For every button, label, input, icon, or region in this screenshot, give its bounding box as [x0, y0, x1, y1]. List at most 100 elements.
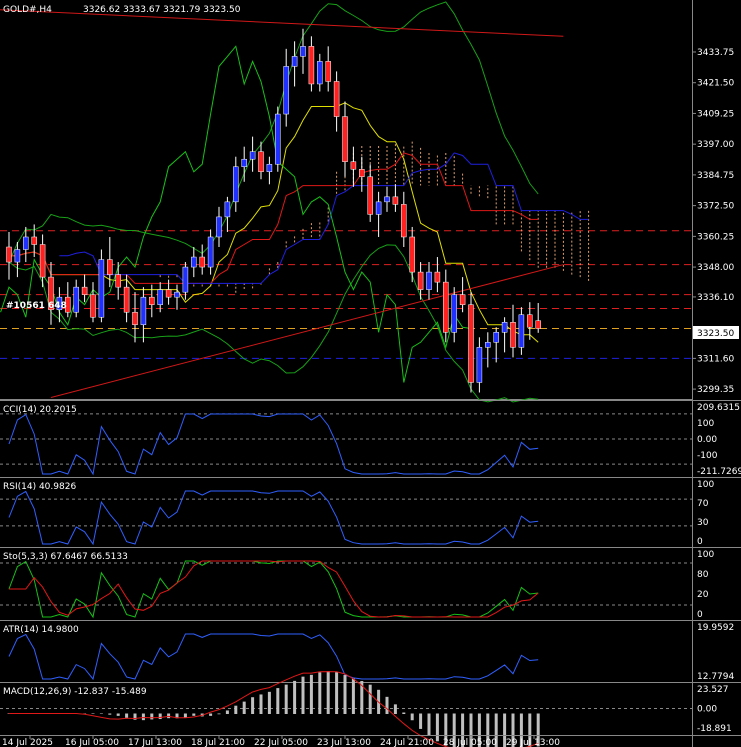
candle[interactable]	[317, 53, 323, 92]
candle[interactable]	[31, 224, 37, 258]
current-price-tag	[693, 326, 739, 339]
candle[interactable]	[350, 146, 357, 187]
candle[interactable]	[115, 262, 121, 300]
ichimoku-cloud	[159, 141, 590, 293]
macd-bar	[158, 713, 162, 720]
candle[interactable]	[308, 36, 315, 92]
candle[interactable]	[182, 262, 189, 300]
macd-bar	[402, 712, 406, 714]
candle[interactable]	[409, 226, 415, 283]
candle[interactable]	[157, 282, 163, 313]
candle[interactable]	[258, 141, 264, 180]
macd-bar	[293, 680, 297, 714]
macd-bar	[351, 678, 355, 714]
candle[interactable]	[132, 292, 138, 343]
candle[interactable]	[39, 234, 46, 288]
trendlines	[0, 6, 564, 398]
candle[interactable]	[426, 262, 432, 300]
candle[interactable]	[14, 241, 21, 278]
candle[interactable]	[291, 41, 298, 87]
time-label: 14 Jul 2025	[2, 738, 53, 747]
candle[interactable]	[123, 274, 130, 323]
candle[interactable]	[165, 279, 172, 305]
candle[interactable]	[107, 236, 113, 288]
horizontal-levels	[0, 230, 692, 359]
candle[interactable]	[510, 304, 516, 358]
candle[interactable]	[451, 287, 457, 343]
rsi-tick: 70	[697, 499, 709, 509]
candle[interactable]	[48, 262, 54, 325]
candle[interactable]	[434, 257, 441, 293]
candle[interactable]	[149, 284, 155, 318]
time-label: 24 Jul 21:00	[380, 738, 434, 747]
candle[interactable]	[283, 48, 289, 127]
candle[interactable]	[300, 28, 306, 74]
candle[interactable]	[199, 244, 205, 275]
candle[interactable]	[384, 186, 390, 212]
candle[interactable]	[468, 292, 474, 393]
candle[interactable]	[241, 146, 247, 182]
candle[interactable]	[275, 106, 281, 172]
candle[interactable]	[216, 206, 222, 248]
candle[interactable]	[249, 136, 256, 172]
candle[interactable]	[527, 302, 533, 340]
candle[interactable]	[359, 156, 365, 192]
candle[interactable]	[140, 287, 147, 343]
candle[interactable]	[233, 156, 239, 212]
candle[interactable]	[476, 337, 483, 393]
candle[interactable]	[485, 332, 491, 368]
candle[interactable]	[501, 317, 508, 353]
rsi-label: RSI(14) 40.9826	[3, 482, 76, 492]
candle[interactable]	[443, 269, 449, 343]
candle[interactable]	[191, 247, 197, 278]
macd-bar	[477, 713, 481, 747]
time-label: 22 Jul 05:00	[254, 738, 308, 747]
candle[interactable]	[174, 284, 180, 310]
candle[interactable]	[417, 262, 424, 300]
candle[interactable]	[65, 282, 71, 318]
candle[interactable]	[6, 231, 12, 280]
candle[interactable]	[98, 249, 105, 323]
macd-bar	[99, 713, 103, 714]
candle[interactable]	[81, 274, 88, 303]
candle[interactable]	[535, 303, 541, 333]
candle[interactable]	[333, 71, 340, 132]
candle[interactable]	[459, 277, 466, 313]
candle[interactable]	[325, 46, 331, 92]
time-label: 18 Jul 21:00	[191, 738, 245, 747]
candle[interactable]	[342, 101, 348, 177]
macd-bar	[116, 713, 120, 716]
macd-bar	[528, 713, 532, 747]
macd-bar	[519, 713, 523, 747]
lower-band-line	[8, 244, 539, 403]
macd-bar	[326, 671, 330, 714]
indicator-lines	[0, 1, 589, 403]
candle[interactable]	[401, 191, 407, 248]
candle[interactable]	[367, 164, 373, 222]
candle[interactable]	[518, 307, 525, 355]
candle[interactable]	[392, 184, 399, 212]
candle[interactable]	[207, 229, 214, 275]
order-label: #10561 648	[6, 301, 67, 311]
sto-line	[8, 560, 539, 619]
candle[interactable]	[90, 282, 96, 323]
candle[interactable]	[23, 226, 29, 263]
candle[interactable]	[56, 287, 63, 323]
candle[interactable]	[375, 191, 382, 237]
macd-bar	[318, 672, 322, 714]
trendline-0[interactable]	[0, 6, 564, 37]
macd-bar	[452, 713, 456, 747]
candle[interactable]	[266, 156, 273, 185]
cci-tick: -211.7269	[697, 467, 741, 477]
candle[interactable]	[73, 279, 79, 318]
candle[interactable]	[224, 196, 231, 232]
candle[interactable]	[493, 327, 499, 363]
sto-tick: 80	[697, 570, 709, 580]
macd-bar	[183, 713, 187, 718]
macd-bar	[276, 688, 280, 714]
macd-tick: 0.00	[697, 705, 717, 715]
rsi-tick: 30	[697, 518, 709, 528]
trendline-1[interactable]	[50, 264, 564, 398]
